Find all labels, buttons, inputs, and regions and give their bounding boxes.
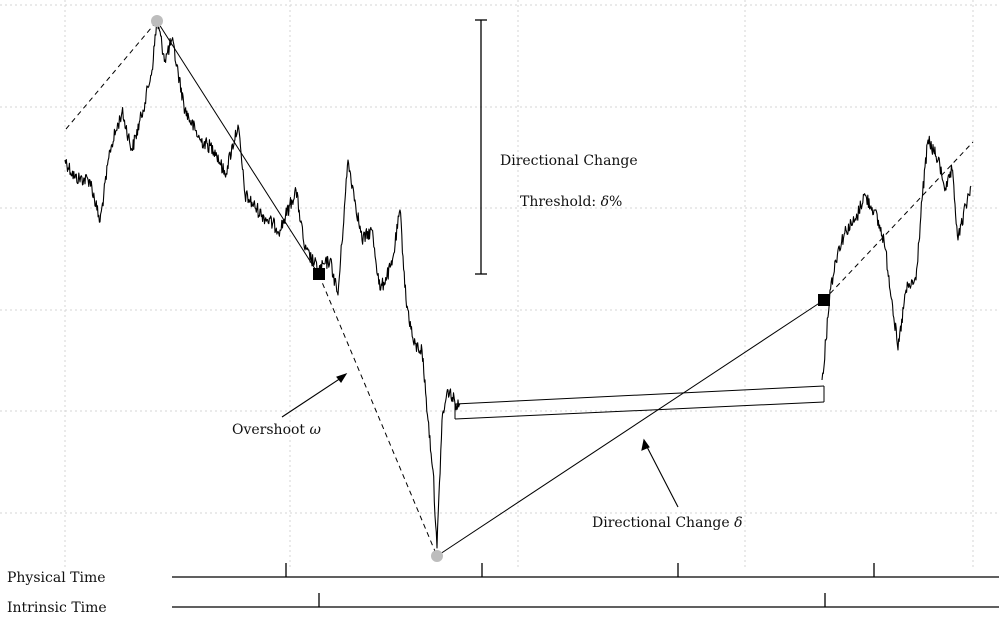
threshold-bar bbox=[475, 19, 487, 275]
extreme-point-marker bbox=[431, 550, 443, 562]
intrinsic-time-label: Intrinsic Time bbox=[7, 600, 107, 616]
price-series bbox=[64, 19, 972, 549]
overshoot-label: Overshoot ω bbox=[232, 422, 322, 438]
bracket-top-line bbox=[454, 385, 825, 405]
overshoot-arrowhead bbox=[336, 372, 348, 383]
final-overshoot-dashed-line bbox=[823, 141, 974, 301]
extreme-point-marker bbox=[151, 15, 163, 27]
physical-time-axis bbox=[172, 563, 999, 578]
overshoot-dashed-line bbox=[318, 274, 438, 557]
price-series-line bbox=[64, 19, 972, 549]
upturn-dc-line bbox=[436, 299, 825, 557]
dc-confirmation-marker bbox=[818, 294, 830, 306]
physical-time-label: Physical Time bbox=[7, 570, 106, 586]
dc-confirmation-marker bbox=[313, 268, 325, 280]
dc-arrowhead bbox=[641, 438, 650, 451]
annotation-arrows bbox=[281, 372, 679, 508]
background-grid bbox=[0, 0, 999, 570]
bracket-bottom-line bbox=[454, 401, 825, 420]
downturn-dc-line bbox=[156, 20, 320, 276]
intrinsic-time-axis bbox=[172, 593, 999, 608]
overshoot-arrow bbox=[281, 375, 345, 418]
markers bbox=[151, 15, 830, 562]
dc-threshold-value-label: Threshold: δ% bbox=[520, 194, 622, 210]
directional-change-label: Directional Change δ bbox=[592, 515, 743, 531]
trend-lines bbox=[65, 20, 974, 557]
dc-threshold-label: Directional Change bbox=[500, 153, 638, 169]
dc-arrow bbox=[644, 442, 679, 508]
upturn-trend-dashed bbox=[65, 20, 158, 130]
